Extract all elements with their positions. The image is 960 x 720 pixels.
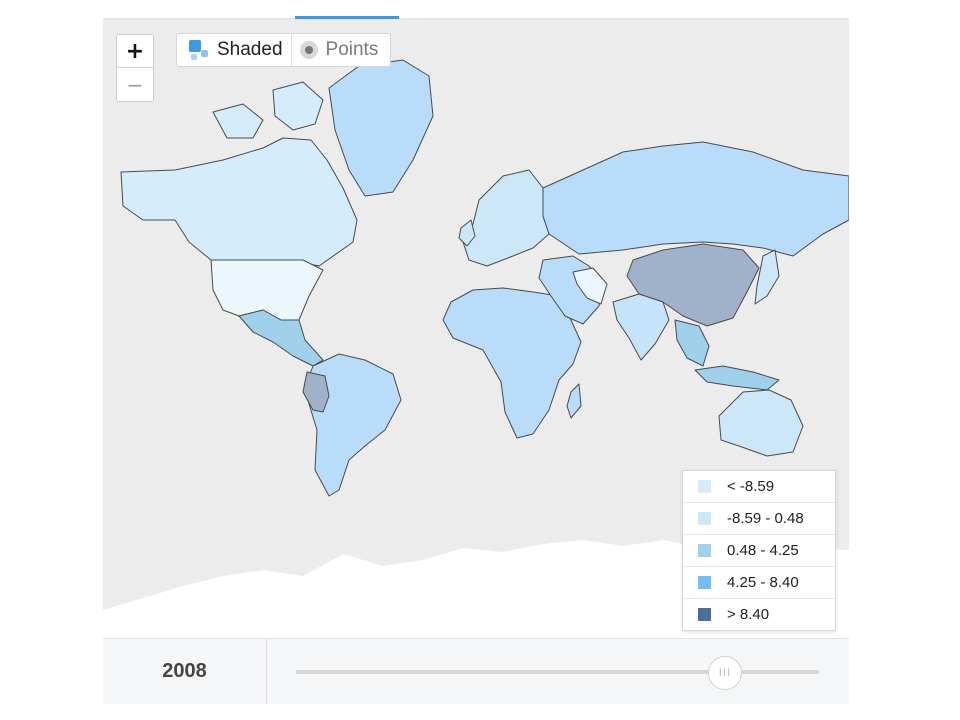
legend-swatch	[698, 512, 711, 525]
region-greenland[interactable]	[328, 59, 434, 197]
year-slider-handle[interactable]: III	[707, 656, 742, 690]
legend-item: > 8.40	[683, 599, 835, 630]
region-africa[interactable]	[566, 383, 582, 419]
region-iran[interactable]	[572, 267, 608, 305]
map-widget: + − Shaded Points < -8.59 -8.59 - 0.48 0.4…	[103, 0, 849, 704]
zoom-in-button[interactable]: +	[116, 34, 154, 68]
region-australia[interactable]	[718, 389, 804, 457]
world-map[interactable]: + − Shaded Points < -8.59 -8.59 - 0.48 0.4…	[103, 20, 849, 638]
legend-label: 4.25 - 8.40	[727, 574, 799, 591]
points-dot-icon	[299, 41, 318, 59]
mode-points-option[interactable]: Points	[292, 34, 391, 66]
legend-item: 4.25 - 8.40	[683, 567, 835, 599]
map-legend: < -8.59 -8.59 - 0.48 0.48 - 4.25 4.25 - 8.4…	[682, 470, 836, 631]
region-antarctica	[103, 538, 849, 638]
legend-label: -8.59 - 0.48	[727, 510, 804, 527]
shaded-squares-icon	[189, 40, 209, 60]
zoom-out-button[interactable]: −	[116, 68, 154, 102]
region-europe[interactable]	[458, 219, 476, 247]
current-year: 2008	[103, 639, 267, 704]
tab-divider	[103, 18, 849, 20]
region-japan[interactable]	[754, 249, 780, 305]
mode-shaded-option[interactable]: Shaded	[177, 34, 292, 66]
region-southeast-asia[interactable]	[674, 319, 710, 367]
map-canvas[interactable]	[103, 20, 849, 638]
region-europe[interactable]	[462, 169, 550, 267]
legend-swatch	[698, 480, 711, 493]
legend-label: > 8.40	[727, 606, 770, 623]
timeline-bar: 2008 III	[103, 638, 849, 704]
region-south-america[interactable]	[306, 353, 402, 497]
grip-lines-icon: III	[718, 667, 731, 679]
map-mode-toggle: Shaded Points	[176, 33, 392, 67]
legend-label: 0.48 - 4.25	[727, 542, 799, 559]
region-usa[interactable]	[210, 259, 324, 321]
legend-item: 0.48 - 4.25	[683, 535, 835, 567]
active-tab-indicator	[295, 16, 399, 19]
region-central-america[interactable]	[238, 309, 324, 367]
legend-swatch	[698, 576, 711, 589]
mode-points-label: Points	[325, 39, 379, 60]
region-north-america[interactable]	[272, 81, 324, 131]
region-north-america[interactable]	[212, 103, 264, 139]
legend-item: < -8.59	[683, 471, 835, 503]
legend-label: < -8.59	[727, 478, 775, 495]
region-southeast-asia[interactable]	[694, 365, 780, 391]
legend-swatch	[698, 608, 711, 621]
region-india[interactable]	[612, 293, 670, 361]
region-russia[interactable]	[542, 141, 849, 257]
mode-shaded-label: Shaded	[217, 39, 283, 60]
region-north-america[interactable]	[120, 137, 358, 267]
region-peru[interactable]	[302, 371, 330, 413]
legend-swatch	[698, 544, 711, 557]
legend-item: -8.59 - 0.48	[683, 503, 835, 535]
year-slider-track[interactable]	[296, 670, 819, 674]
region-africa[interactable]	[442, 287, 582, 439]
